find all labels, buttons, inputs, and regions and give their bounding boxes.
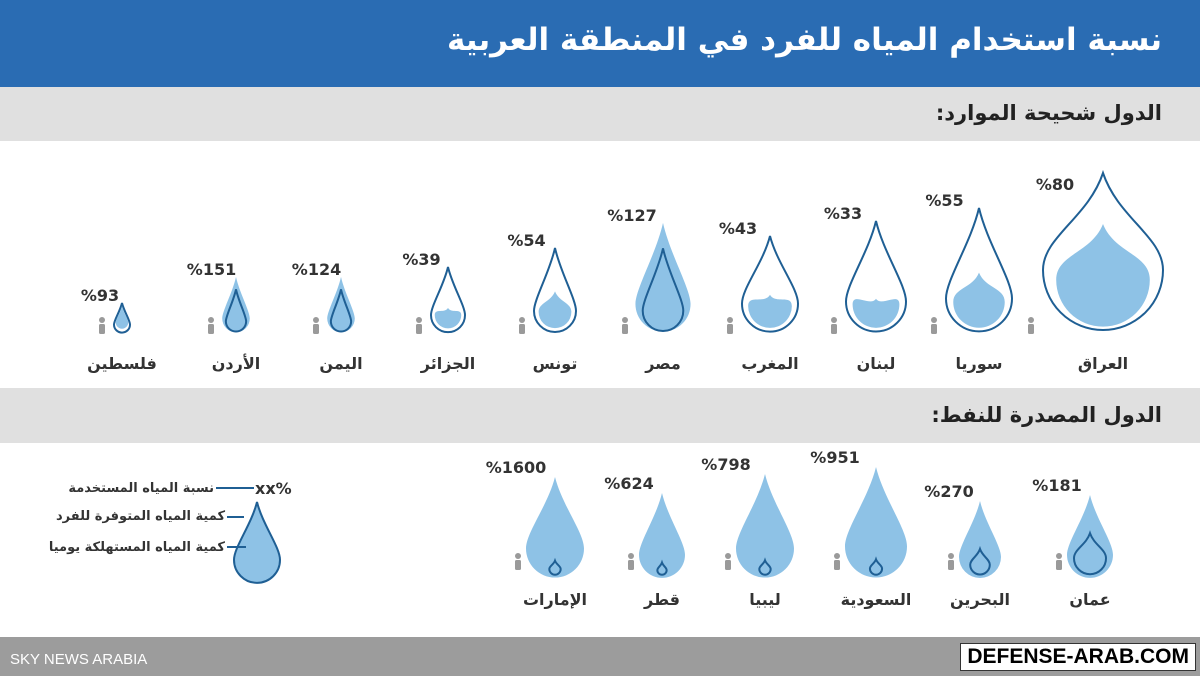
drop-consumed — [969, 545, 991, 576]
value-label: %624 — [604, 474, 653, 493]
drop-used — [434, 307, 462, 329]
value-label: %181 — [1032, 476, 1081, 495]
section-band-scarce: الدول شحيحة الموارد: — [0, 87, 1200, 141]
value-label: %39 — [402, 250, 440, 269]
country-label: العراق — [1078, 354, 1128, 373]
section-title-oil: الدول المصدرة للنفط: — [931, 403, 1162, 427]
drop-consumed — [656, 559, 668, 576]
country-label: تونس — [533, 354, 578, 373]
legend-marker: xx% — [255, 479, 292, 498]
drop-consumed — [868, 556, 884, 576]
value-label: %54 — [507, 231, 545, 250]
drop-consumed — [548, 557, 562, 576]
country-label: البحرين — [950, 590, 1010, 609]
header-bar: نسبة استخدام المياه للفرد في المنطقة الع… — [0, 0, 1200, 87]
drop-available — [526, 477, 584, 578]
drop-used — [115, 306, 129, 329]
drop-consumed — [224, 289, 248, 333]
person-icon — [931, 317, 937, 334]
person-icon — [519, 317, 525, 334]
country-label: المغرب — [741, 354, 798, 373]
drop-consumed — [1072, 530, 1108, 575]
value-label: %43 — [719, 219, 757, 238]
drop-available — [1067, 495, 1113, 578]
value-label: %151 — [187, 260, 236, 279]
person-icon — [727, 317, 733, 334]
person-icon — [948, 553, 954, 570]
value-label: %93 — [81, 286, 119, 305]
person-icon — [313, 317, 319, 334]
country-label: الجزائر — [420, 354, 475, 373]
legend-drop — [232, 501, 282, 584]
country-label: مصر — [644, 354, 681, 373]
country-label: عمان — [1069, 590, 1110, 609]
watermark-defense-arab: DEFENSE-ARAB.COM — [960, 643, 1196, 671]
section-title-scarce: الدول شحيحة الموارد: — [935, 101, 1162, 125]
value-label: %1600 — [486, 458, 547, 477]
person-icon — [208, 317, 214, 334]
country-label: الأردن — [212, 354, 260, 373]
person-icon — [725, 553, 731, 570]
drop-available — [959, 501, 1001, 578]
person-icon — [1028, 317, 1034, 334]
drop-used — [748, 294, 792, 328]
country-label: لبنان — [857, 354, 896, 373]
value-label: %951 — [810, 448, 859, 467]
person-icon — [416, 317, 422, 334]
legend-label-consumed: كمية المياه المستهلكة يوميا — [48, 540, 225, 555]
person-icon — [99, 317, 105, 334]
drop-used — [953, 272, 1005, 328]
drop-available — [639, 493, 685, 578]
value-label: %55 — [925, 191, 963, 210]
drop-consumed — [758, 557, 772, 576]
country-label: السعودية — [841, 590, 912, 609]
country-label: ليبيا — [749, 590, 781, 609]
legend-label-used: نسبة المياه المستخدمة — [68, 481, 214, 496]
value-label: %124 — [292, 260, 341, 279]
section-band-oil: الدول المصدرة للنفط: — [0, 388, 1200, 443]
watermark-sky-news: SKY NEWS ARABIA — [10, 651, 148, 668]
drop-used — [852, 298, 900, 328]
person-icon — [628, 553, 634, 570]
drop-consumed — [641, 248, 685, 332]
drop-available — [736, 474, 794, 578]
person-icon — [515, 553, 521, 570]
country-label: فلسطين — [87, 354, 157, 373]
drop-available — [327, 276, 355, 333]
value-label: %80 — [1036, 175, 1074, 194]
country-label: اليمن — [319, 354, 362, 373]
page-title: نسبة استخدام المياه للفرد في المنطقة الع… — [446, 22, 1162, 58]
country-label: سوريا — [956, 354, 1003, 373]
value-label: %33 — [824, 204, 862, 223]
person-icon — [1056, 553, 1062, 570]
legend-label-available: كمية المياه المتوفرة للفرد — [55, 509, 225, 524]
drop-available — [635, 222, 691, 332]
person-icon — [622, 317, 628, 334]
drop-consumed — [329, 289, 353, 333]
country-label: الإمارات — [523, 590, 587, 609]
country-label: قطر — [643, 590, 680, 609]
drop-used — [538, 291, 572, 329]
value-label: %127 — [607, 206, 656, 225]
value-label: %270 — [924, 482, 973, 501]
person-icon — [834, 553, 840, 570]
value-label: %798 — [701, 455, 750, 474]
drop-available — [222, 276, 250, 333]
person-icon — [831, 317, 837, 334]
drop-available — [845, 467, 907, 578]
drop-used — [1056, 224, 1150, 327]
